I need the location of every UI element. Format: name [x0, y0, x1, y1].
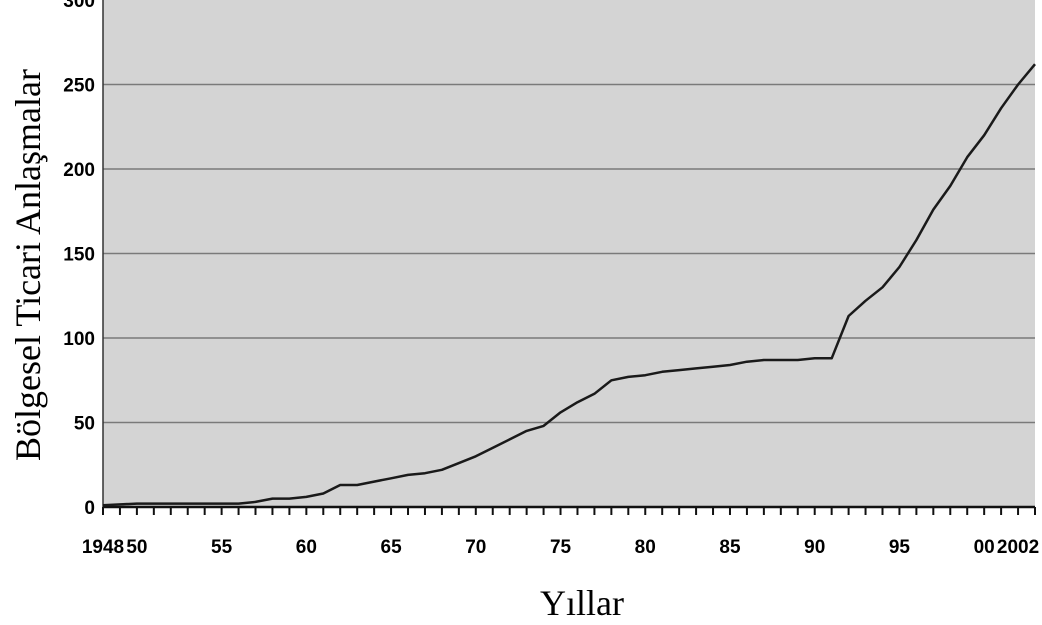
y-axis-title: Bölgesel Ticari Anlaşmalar [8, 69, 48, 461]
x-tick-label-75: 75 [550, 537, 572, 558]
x-tick-label-70: 70 [465, 537, 486, 558]
x-tick-label-65: 65 [381, 537, 403, 558]
series-line [102, 63, 1036, 507]
x-axis [102, 0, 1036, 515]
x-axis-tick-labels: 1948 50 55 60 65 70 75 80 85 90 95 00 2002 [82, 537, 1039, 558]
x-tick-label-1948: 1948 [82, 537, 124, 558]
y-axis-tick-labels: 0 50 100 150 200 250 300 [63, 0, 95, 519]
x-tick-label-55: 55 [211, 537, 233, 558]
x-tick-label-50: 50 [126, 537, 147, 558]
x-tick-label-00: 00 [974, 537, 995, 558]
gridlines [103, 83, 1035, 424]
y-tick-label-250: 250 [63, 76, 95, 97]
y-tick-label-200: 200 [63, 160, 95, 181]
y-tick-label-100: 100 [63, 329, 95, 350]
x-tick-label-80: 80 [635, 537, 656, 558]
y-tick-label-50: 50 [74, 414, 95, 435]
x-tick-label-90: 90 [804, 537, 825, 558]
y-tick-label-150: 150 [63, 245, 95, 266]
x-tick-label-60: 60 [296, 537, 317, 558]
x-axis-title: Yıllar [540, 583, 624, 623]
y-tick-label-0: 0 [84, 498, 95, 519]
x-tick-label-95: 95 [889, 537, 911, 558]
x-tick-label-2002: 2002 [997, 537, 1039, 558]
x-tick-label-85: 85 [719, 537, 741, 558]
y-tick-label-300: 300 [63, 0, 95, 12]
